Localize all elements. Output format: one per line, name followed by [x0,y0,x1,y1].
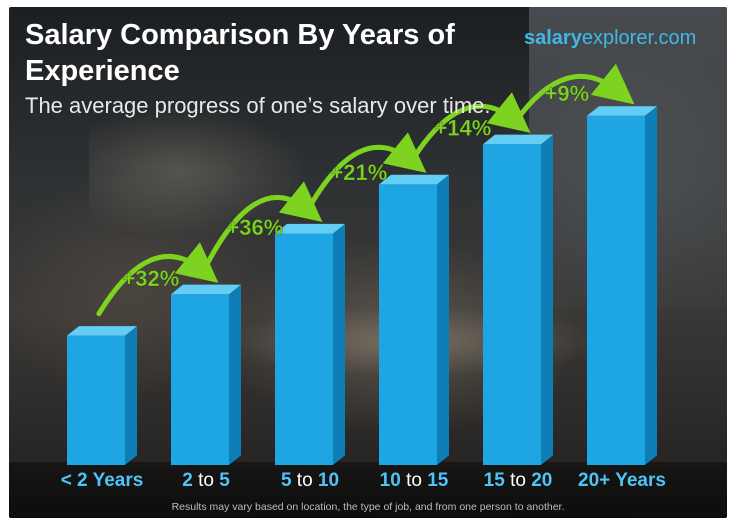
increase-label-1: +36% [226,215,283,240]
bar-front-4 [483,144,541,465]
bar-top-3 [379,174,449,185]
bar-side-5 [645,106,657,465]
x-tick-label-5-start: 20+ Years [578,470,666,491]
increase-label-4: +9% [545,81,590,106]
bar-front-5 [587,115,645,466]
bar-chart: +32% +36% +21% +14% +9% [67,63,657,466]
bar-front-2 [275,233,333,465]
increase-arrow-3 [408,92,531,165]
x-tick-label-4-sep: to [504,470,532,491]
x-tick-label-2-end: 10 [317,470,340,491]
brand-logo-bold: salary [524,27,582,49]
x-tick-label-4: 15 to 20 [463,470,573,492]
x-tick-label-1-start: 2 [182,470,193,491]
x-tick-label-0-start: < 2 Years [60,470,144,491]
x-tick-label-3: 10 to 15 [359,470,469,492]
x-tick-label-1-sep: to [192,470,220,491]
x-tick-label-3-end: 15 [427,470,449,491]
bar-front-0 [67,335,125,465]
bar-side-4 [541,134,553,466]
increase-arrow-4 [512,63,635,125]
increase-label-0: +32% [122,266,179,291]
bar-1 [171,284,241,465]
increase-label-3: +14% [434,115,491,140]
bar-5 [587,106,657,466]
x-tick-label-4-end: 20 [531,470,553,491]
x-tick-label-3-start: 10 [379,470,401,491]
x-tick-label-2-sep: to [291,470,318,491]
bar-top-2 [275,223,345,234]
brand-logo[interactable]: salaryexplorer.com [524,27,696,50]
x-tick-label-4-start: 15 [483,470,505,491]
bottom-label-band [9,462,727,518]
increase-arrow-2 [304,132,427,214]
bar-top-5 [587,106,657,116]
increase-arrows-layer: +32% +36% +21% +14% +9% [96,63,635,317]
bar-top-4 [483,134,553,145]
bar-4 [483,134,553,466]
x-tick-label-1: 2 to 5 [151,470,261,492]
x-tick-label-2-start: 5 [280,470,292,491]
bar-0 [67,326,137,465]
chart-title: Salary Comparison By Years of Experience [25,19,455,87]
bars-layer [67,106,657,466]
chart-subtitle: The average progress of one’s salary ove… [25,93,491,118]
bar-2 [275,223,345,465]
increase-arrow-0 [96,242,219,317]
bar-side-2 [333,223,345,465]
bar-side-3 [437,174,449,465]
x-tick-label-1-end: 5 [219,470,230,491]
x-tick-label-0: < 2 Years [47,470,157,492]
bar-front-1 [171,294,229,465]
bar-top-0 [67,326,137,336]
bar-side-1 [229,284,241,465]
x-tick-label-3-sep: to [400,470,428,491]
chart-frame: +32% +36% +21% +14% +9% Salary Comparison By… [9,7,727,518]
disclaimer-text: Results may vary based on location, the … [171,501,565,513]
brand-logo-rest: explorer.com [581,27,697,49]
background-wall-map [89,107,309,237]
x-tick-label-5: 20+ Years [567,470,677,492]
increase-arrow-1 [200,181,323,275]
bar-front-3 [379,184,437,465]
bar-side-0 [125,326,137,465]
x-tick-label-2: 5 to 10 [255,470,365,492]
bar-3 [379,174,449,465]
bar-top-1 [171,284,241,295]
increase-label-2: +21% [330,160,387,185]
